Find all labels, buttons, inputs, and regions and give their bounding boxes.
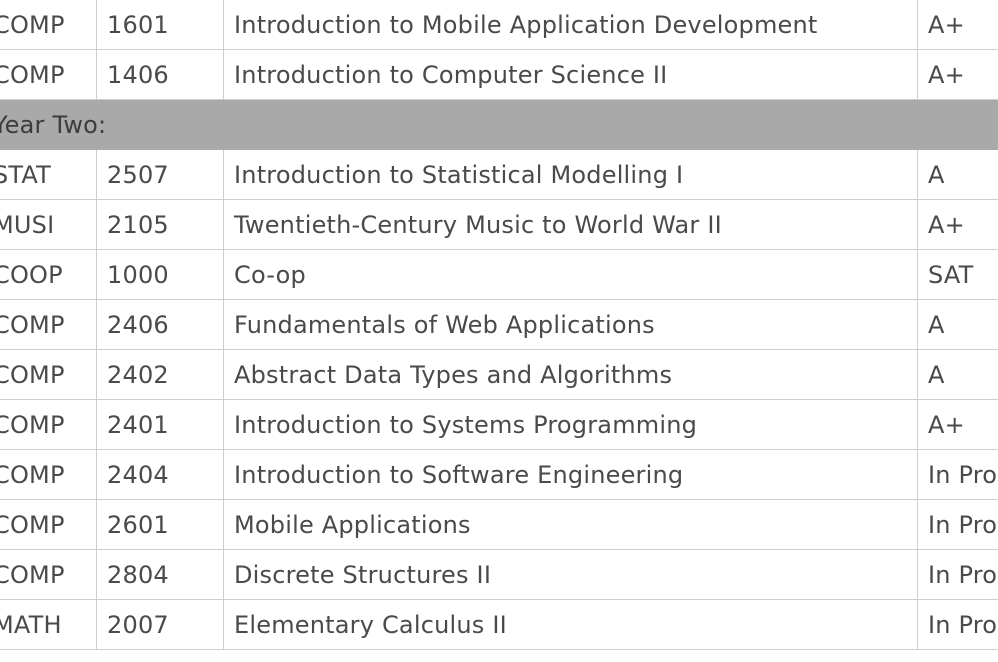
table-row: STAT 2507 Introduction to Statistical Mo… — [0, 149, 998, 200]
course-title: Discrete Structures II — [223, 549, 918, 600]
course-grade: A — [917, 299, 998, 350]
table-row: COMP 2401 Introduction to Systems Progra… — [0, 399, 998, 450]
table-row: COMP 1406 Introduction to Computer Scien… — [0, 49, 998, 100]
course-number: 2804 — [96, 549, 224, 600]
year-header-cell: Year Two: — [0, 99, 998, 150]
course-number: 2401 — [96, 399, 224, 450]
course-subject: COMP — [0, 0, 97, 50]
year-header-row: Year Two: — [0, 99, 998, 150]
course-title: Twentieth-Century Music to World War II — [223, 199, 918, 250]
course-subject: COMP — [0, 449, 97, 500]
course-number: 2404 — [96, 449, 224, 500]
course-subject: MATH — [0, 599, 97, 650]
table-row: COMP 2402 Abstract Data Types and Algori… — [0, 349, 998, 400]
table-row: COMP 2406 Fundamentals of Web Applicatio… — [0, 299, 998, 350]
course-title: Mobile Applications — [223, 499, 918, 550]
table-row: COOP 1000 Co-op SAT — [0, 249, 998, 300]
course-title: Co-op — [223, 249, 918, 300]
course-title: Introduction to Systems Programming — [223, 399, 918, 450]
course-grade: A — [917, 349, 998, 400]
year-two-label: Year Two: — [0, 110, 107, 139]
course-title: Introduction to Mobile Application Devel… — [223, 0, 918, 50]
course-grade: A+ — [917, 0, 998, 50]
course-number: 2105 — [96, 199, 224, 250]
course-grade: A — [917, 149, 998, 200]
course-subject: STAT — [0, 149, 97, 200]
course-title: Fundamentals of Web Applications — [223, 299, 918, 350]
table-row: COMP 1601 Introduction to Mobile Applica… — [0, 0, 998, 50]
course-subject: COMP — [0, 499, 97, 550]
course-number: 1601 — [96, 0, 224, 50]
course-number: 1406 — [96, 49, 224, 100]
course-title: Abstract Data Types and Algorithms — [223, 349, 918, 400]
course-grade: In Progress — [917, 599, 998, 650]
course-subject: MUSI — [0, 199, 97, 250]
course-grade: A+ — [917, 199, 998, 250]
course-grade: A+ — [917, 399, 998, 450]
course-grade: In Progress — [917, 449, 998, 500]
course-subject: COOP — [0, 249, 97, 300]
course-subject: COMP — [0, 399, 97, 450]
course-subject: COMP — [0, 49, 97, 100]
course-number: 1000 — [96, 249, 224, 300]
table-row: MATH 2007 Elementary Calculus II In Prog… — [0, 599, 998, 650]
course-number: 2507 — [96, 149, 224, 200]
table-row: COMP 2804 Discrete Structures II In Prog… — [0, 549, 998, 600]
course-grade: In Progress — [917, 499, 998, 550]
course-grade: In Progress — [917, 549, 998, 600]
course-number: 2402 — [96, 349, 224, 400]
course-grade: SAT — [917, 249, 998, 300]
course-title: Elementary Calculus II — [223, 599, 918, 650]
course-number: 2007 — [96, 599, 224, 650]
course-title: Introduction to Statistical Modelling I — [223, 149, 918, 200]
course-subject: COMP — [0, 549, 97, 600]
table-row: COMP 2601 Mobile Applications In Progres… — [0, 499, 998, 550]
course-subject: COMP — [0, 349, 97, 400]
course-number: 2601 — [96, 499, 224, 550]
course-number: 2406 — [96, 299, 224, 350]
course-grade: A+ — [917, 49, 998, 100]
table-row: MUSI 2105 Twentieth-Century Music to Wor… — [0, 199, 998, 250]
course-title: Introduction to Computer Science II — [223, 49, 918, 100]
course-subject: COMP — [0, 299, 97, 350]
course-title: Introduction to Software Engineering — [223, 449, 918, 500]
table-row: COMP 2404 Introduction to Software Engin… — [0, 449, 998, 500]
